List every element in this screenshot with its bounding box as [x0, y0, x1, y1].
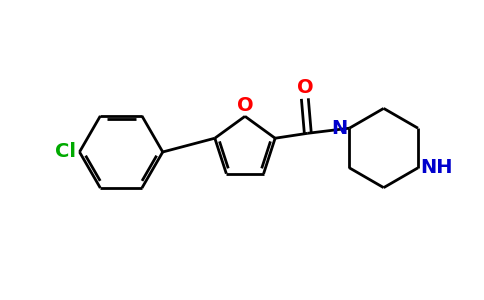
Text: O: O [237, 96, 253, 115]
Text: NH: NH [420, 158, 453, 177]
Text: O: O [297, 78, 313, 97]
Text: N: N [331, 119, 348, 138]
Text: Cl: Cl [55, 142, 76, 161]
